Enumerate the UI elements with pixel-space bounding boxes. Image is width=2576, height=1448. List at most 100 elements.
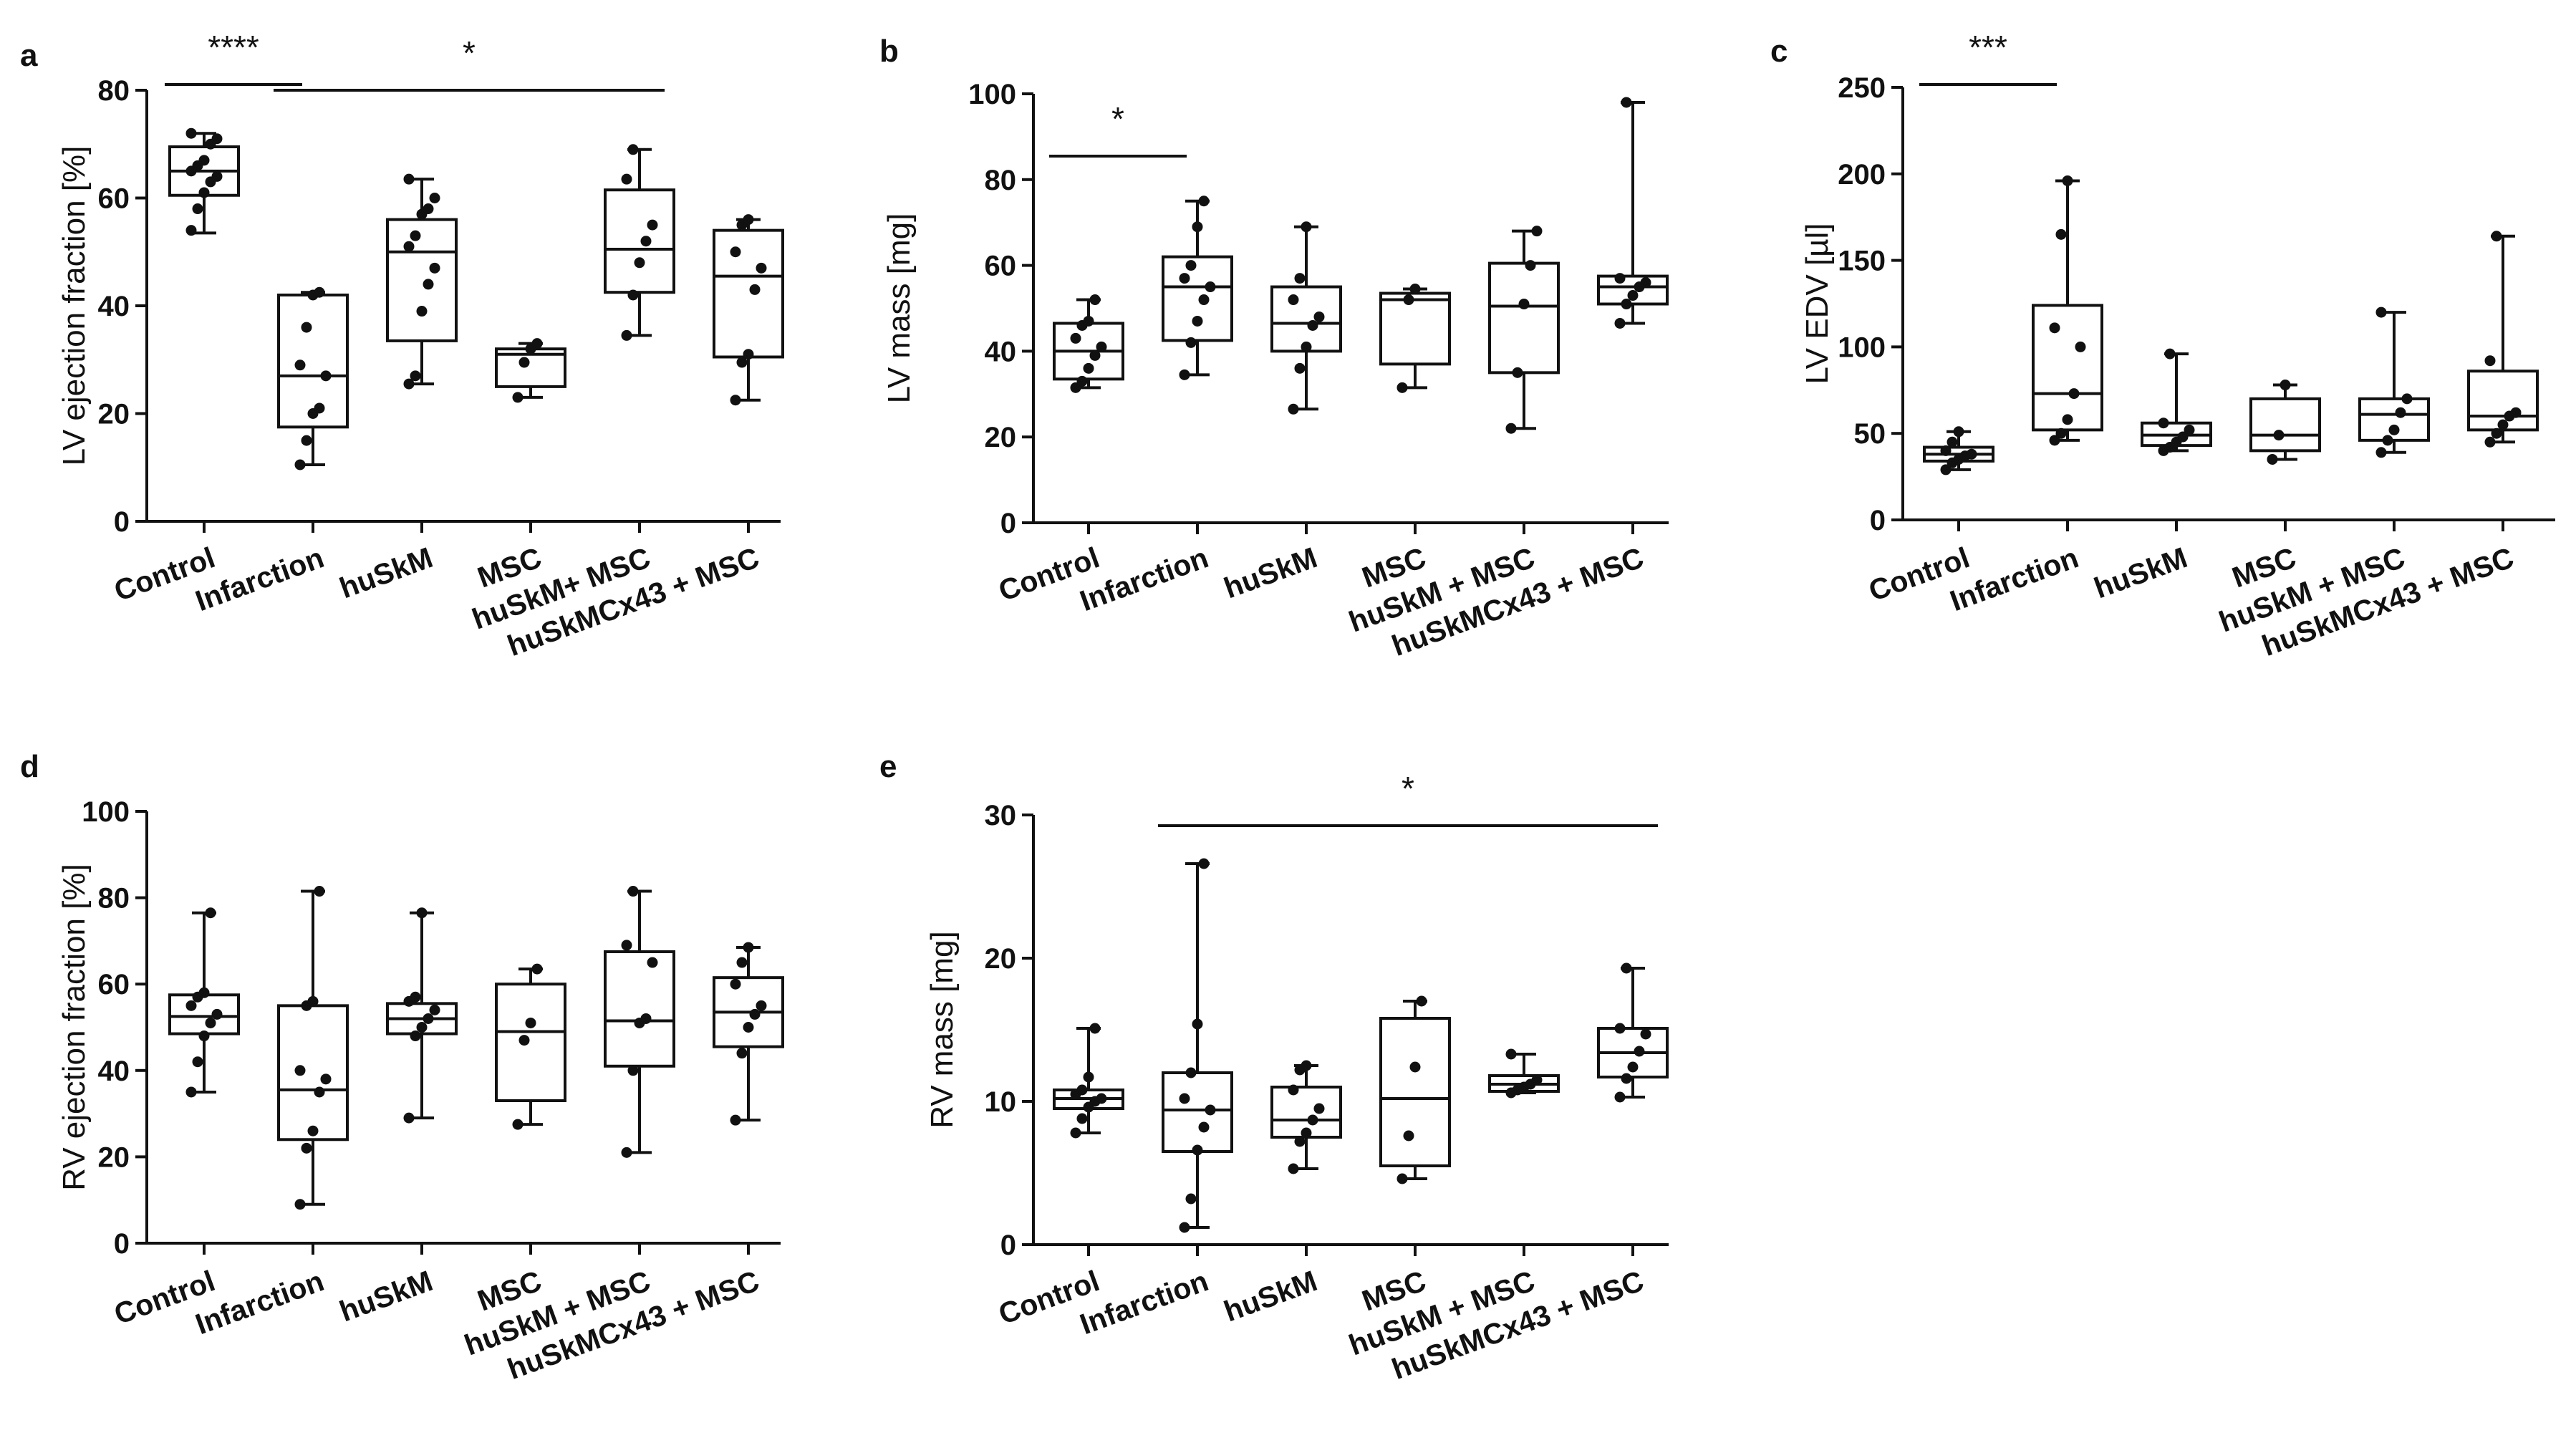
- data-point: [1614, 1023, 1626, 1034]
- box-5: [1488, 1048, 1560, 1099]
- box-3: [1270, 1060, 1342, 1174]
- y-tick-label: 10: [985, 1086, 1017, 1118]
- box-4: [495, 963, 566, 1130]
- data-point: [756, 262, 767, 274]
- data-point: [423, 1013, 434, 1024]
- data-point: [1192, 1018, 1203, 1030]
- data-point: [1640, 1028, 1651, 1040]
- data-point: [1614, 273, 1626, 284]
- data-point: [429, 193, 440, 203]
- data-point: [627, 1065, 639, 1076]
- data-point: [531, 338, 543, 349]
- data-point: [1301, 1060, 1312, 1071]
- box-6: [1597, 962, 1669, 1103]
- data-point: [2184, 424, 2195, 435]
- data-point: [2484, 436, 2496, 448]
- data-point: [410, 1031, 421, 1042]
- y-tick-label: 0: [114, 506, 130, 538]
- box-3: [386, 907, 458, 1124]
- box-5: [2358, 307, 2430, 458]
- x-tick-label: huSkM: [2090, 541, 2191, 604]
- data-point: [1070, 332, 1081, 344]
- data-point: [192, 203, 203, 215]
- data-point: [1083, 362, 1094, 374]
- data-point: [1307, 319, 1318, 331]
- data-point: [307, 1125, 319, 1136]
- data-point: [1205, 1104, 1216, 1116]
- data-point: [647, 957, 658, 968]
- data-point: [1505, 1048, 1517, 1060]
- data-point: [743, 1022, 754, 1033]
- data-point: [185, 1000, 197, 1011]
- box-iqr: [495, 983, 566, 1103]
- data-point: [1940, 445, 1952, 456]
- data-point: [185, 225, 197, 236]
- data-point: [756, 1000, 767, 1011]
- data-point: [1294, 273, 1306, 284]
- data-point: [1947, 436, 1958, 448]
- data-point: [1185, 1193, 1197, 1205]
- data-point: [1614, 317, 1626, 329]
- data-point: [1621, 1073, 1632, 1084]
- y-tick-label: 0: [1870, 505, 1886, 536]
- box-5: [1488, 226, 1560, 434]
- panel-letter: b: [879, 34, 899, 69]
- box-4: [495, 338, 566, 403]
- data-point: [1396, 382, 1408, 393]
- data-point: [294, 459, 306, 470]
- data-point: [1313, 1103, 1325, 1114]
- data-point: [2062, 414, 2073, 425]
- data-point: [1627, 1061, 1639, 1073]
- data-point: [410, 230, 421, 241]
- y-tick-label: 20: [98, 399, 130, 430]
- data-point: [1966, 448, 1977, 460]
- box-iqr: [1488, 261, 1560, 375]
- data-point: [647, 219, 658, 231]
- box-1: [1923, 426, 1994, 476]
- box-2: [2032, 175, 2103, 446]
- data-point: [1525, 260, 1536, 271]
- box-iqr: [604, 188, 675, 294]
- data-point: [2388, 424, 2400, 435]
- data-point: [1185, 337, 1197, 348]
- data-point: [1403, 294, 1414, 306]
- data-point: [512, 1119, 524, 1130]
- data-point: [1083, 1071, 1094, 1083]
- data-point: [1409, 284, 1421, 295]
- data-point: [1096, 341, 1107, 352]
- box-iqr: [386, 218, 458, 342]
- data-point: [518, 357, 530, 368]
- data-point: [1096, 1093, 1107, 1104]
- data-point: [1288, 294, 1299, 306]
- data-point: [1301, 221, 1312, 233]
- y-tick-label: 250: [1838, 72, 1886, 104]
- data-point: [205, 907, 216, 919]
- data-point: [2273, 430, 2285, 441]
- data-point: [1288, 403, 1299, 415]
- data-point: [2055, 228, 2067, 240]
- data-point: [730, 978, 741, 990]
- y-tick-label: 30: [985, 800, 1017, 831]
- data-point: [1179, 369, 1190, 380]
- box-1: [1053, 1023, 1124, 1139]
- data-point: [621, 940, 632, 951]
- y-tick-label: 80: [985, 165, 1017, 196]
- box-2: [1162, 196, 1233, 380]
- data-point: [403, 1112, 415, 1124]
- data-point: [1192, 1144, 1203, 1156]
- panel-letter: e: [879, 749, 897, 784]
- data-point: [198, 987, 210, 998]
- data-point: [1294, 1136, 1306, 1147]
- data-point: [198, 187, 210, 198]
- data-point: [320, 1073, 332, 1085]
- x-tick-label: huSkM: [335, 541, 437, 604]
- data-point: [2049, 322, 2060, 334]
- significance-label: *: [1111, 100, 1124, 137]
- box-5: [604, 886, 675, 1158]
- data-point: [621, 329, 632, 341]
- box-iqr: [168, 993, 240, 1036]
- box-4: [1379, 995, 1451, 1184]
- data-point: [1621, 962, 1632, 974]
